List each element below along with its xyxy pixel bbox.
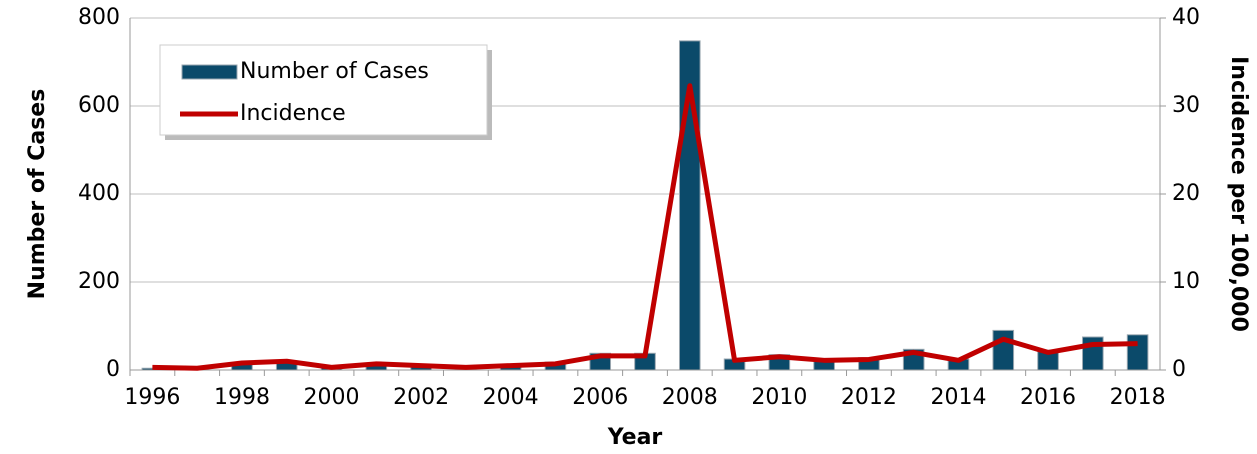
y-tick-label: 0 [106, 357, 120, 382]
x-tick-label: 2008 [662, 385, 718, 410]
line [152, 83, 1138, 371]
x-tick-label: 2012 [841, 385, 897, 410]
y-axis-title: Number of Cases [25, 89, 50, 300]
bar [1126, 334, 1149, 371]
legend [159, 44, 488, 136]
y-tick-label: 600 [78, 93, 120, 118]
y2-tick-label: 40 [1172, 5, 1200, 30]
legend-label: Incidence [240, 101, 346, 126]
y-tick-label: 400 [78, 181, 120, 206]
y-tick-label: 800 [78, 5, 120, 30]
x-tick-label: 2016 [1020, 385, 1076, 410]
x-axis-title: Year [607, 425, 663, 450]
y2-tick-label: 20 [1172, 181, 1200, 206]
x-tick-label: 2010 [751, 385, 807, 410]
y2-tick-label: 10 [1172, 269, 1200, 294]
bar [992, 329, 1015, 371]
x-tick-label: 2002 [393, 385, 449, 410]
x-tick-label: 1998 [214, 385, 270, 410]
x-tick-label: 2004 [483, 385, 539, 410]
x-tick-label: 2014 [930, 385, 986, 410]
x-tick-label: 2000 [304, 385, 360, 410]
x-tick-label: 2006 [572, 385, 628, 410]
x-tick-label: 2018 [1110, 385, 1166, 410]
legend-label: Number of Cases [240, 59, 429, 84]
y2-tick-label: 30 [1172, 93, 1200, 118]
y2-axis-title: Incidence per 100,000 [1226, 56, 1251, 332]
y-tick-label: 200 [78, 269, 120, 294]
x-tick-label: 1996 [124, 385, 180, 410]
y2-tick-label: 0 [1172, 357, 1186, 382]
legend-swatch [181, 64, 238, 80]
